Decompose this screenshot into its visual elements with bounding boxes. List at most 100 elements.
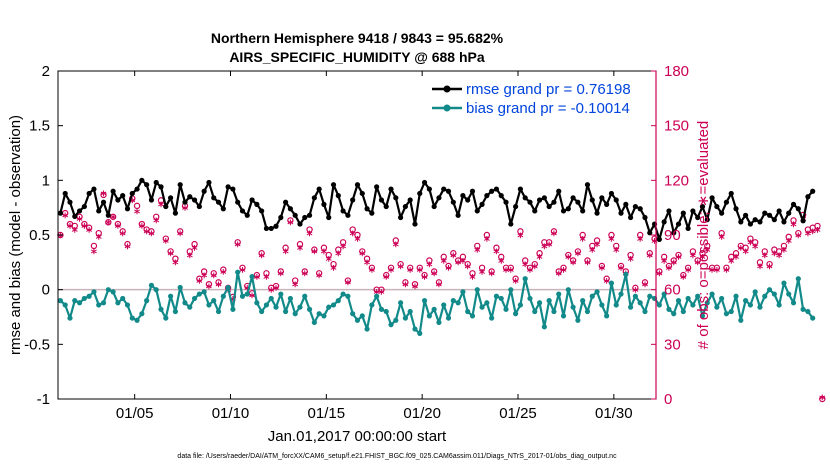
bias-point — [642, 308, 648, 315]
bias-point — [316, 311, 322, 317]
bias-point — [445, 315, 452, 321]
obs-evaluated-marker: * — [699, 252, 706, 266]
obs-evaluated-marker: * — [345, 278, 352, 292]
rmse-point — [436, 195, 442, 201]
rmse-point — [469, 188, 476, 194]
x-tick-label: 01/30 — [595, 405, 633, 422]
rmse-point — [124, 206, 131, 212]
obs-evaluated-marker: * — [690, 250, 697, 264]
obs-possible-marker — [636, 231, 644, 239]
y-tick-label: 0 — [42, 282, 50, 299]
obs-evaluated-marker: * — [335, 249, 342, 263]
obs-evaluated-marker: * — [316, 270, 323, 284]
obs-possible-marker — [785, 233, 792, 241]
rmse-point — [239, 208, 246, 214]
rmse-point — [144, 182, 150, 188]
axis-layer: -1 -0.5 0 0.5 1 1.5 2 0 30 60 90 120 150 180 01/05 01/1… — [24, 63, 689, 422]
rmse-point — [719, 210, 725, 216]
obs-evaluated-marker: * — [326, 254, 333, 268]
obs-possible-marker — [172, 255, 179, 262]
rmse-point — [680, 210, 686, 216]
bias-point — [656, 302, 662, 308]
obs-evaluated-marker: * — [191, 243, 198, 257]
obs-possible-marker — [507, 264, 515, 271]
obs-evaluated-marker: * — [512, 276, 519, 290]
bias-point — [388, 322, 394, 328]
rmse-point — [546, 203, 552, 210]
obs-evaluated-marker: * — [795, 230, 802, 244]
rmse-point — [182, 199, 188, 205]
obs-evaluated-marker: * — [330, 263, 337, 277]
rmse-point — [580, 208, 586, 214]
obs-possible-marker — [498, 253, 505, 261]
obs-evaluated-marker: * — [474, 245, 481, 259]
obs-possible-marker — [440, 253, 447, 261]
bias-point — [484, 300, 490, 306]
rmse-point — [110, 188, 116, 194]
bias-point — [398, 300, 404, 306]
rmse-point — [292, 212, 298, 218]
rmse-point — [441, 186, 447, 192]
obs-possible-marker — [569, 257, 577, 264]
rmse-point — [91, 186, 97, 192]
rmse-point — [714, 203, 720, 210]
obs-possible-marker — [330, 260, 337, 268]
bias-point — [225, 284, 231, 291]
rmse-point — [163, 203, 169, 210]
obs-evaluated-marker: * — [259, 250, 266, 264]
bias-point — [704, 300, 710, 306]
rmse-point — [541, 195, 547, 201]
obs-evaluated-marker: * — [685, 265, 692, 279]
bias-point — [498, 295, 504, 302]
bias-point — [810, 315, 816, 321]
bias-point — [786, 291, 792, 297]
rmse-point — [431, 203, 437, 210]
y-tick-label: 0.5 — [29, 227, 50, 244]
bias-point — [489, 315, 495, 321]
obs-evaluated-marker: * — [604, 276, 611, 290]
obs-possible-marker — [608, 231, 615, 239]
obs-possible-marker — [85, 224, 93, 231]
obs-possible-marker — [718, 229, 725, 237]
obs-evaluated-marker: * — [465, 261, 472, 275]
rmse-point — [455, 212, 461, 218]
bias-point — [263, 302, 270, 308]
obs-evaluated-marker: * — [671, 258, 678, 272]
bias-point — [144, 298, 150, 304]
obs-possible-marker — [445, 262, 452, 270]
bias-point — [776, 302, 782, 308]
y-axis-label: rmse and bias (model - observation) — [7, 115, 24, 355]
y-tick-label: -1 — [37, 391, 50, 408]
obs-evaluated-marker: * — [76, 214, 83, 228]
rmse-point — [335, 193, 341, 199]
obs-possible-marker — [512, 275, 519, 282]
rmse-point — [244, 212, 250, 218]
rmse-point — [747, 221, 753, 227]
bias-point — [766, 287, 773, 293]
obs-evaluated-marker: * — [766, 261, 773, 275]
rmse-point — [100, 199, 107, 205]
obs-evaluated-marker: * — [489, 269, 496, 283]
obs-evaluated-marker: * — [742, 247, 749, 261]
obs-possible-marker — [258, 250, 265, 257]
rmse-point — [757, 219, 763, 225]
bias-point — [239, 293, 246, 299]
obs-possible-marker — [95, 229, 102, 237]
obs-possible-marker — [272, 282, 280, 290]
bias-point — [62, 302, 68, 308]
bias-point — [714, 304, 720, 310]
obs-evaluated-marker: * — [263, 272, 270, 286]
obs-evaluated-marker: * — [613, 245, 620, 259]
obs-evaluated-marker: * — [211, 270, 218, 284]
obs-possible-marker — [196, 275, 203, 282]
rmse-point — [115, 197, 121, 203]
obs-evaluated-marker: * — [493, 247, 500, 261]
obs-evaluated-marker: * — [498, 256, 505, 270]
obs-evaluated-marker: * — [273, 283, 280, 297]
bias-point — [407, 308, 413, 315]
obs-evaluated-marker: * — [412, 281, 419, 295]
obs-evaluated-marker: * — [479, 267, 486, 281]
obs-possible-marker — [148, 228, 155, 235]
rmse-point — [259, 208, 265, 214]
obs-evaluated-marker: * — [350, 229, 357, 243]
